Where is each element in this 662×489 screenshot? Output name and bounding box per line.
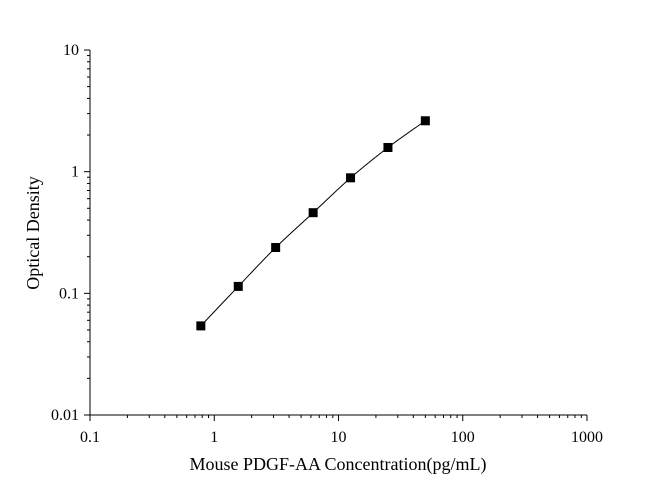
x-axis-title: Mouse PDGF-AA Concentration(pg/mL) bbox=[190, 454, 487, 475]
y-axis-ticks bbox=[84, 49, 90, 416]
y-tick-label: 10 bbox=[63, 42, 79, 59]
data-point bbox=[196, 321, 206, 331]
x-tick-labels: 0.1 1 10 100 1000 bbox=[80, 429, 603, 446]
data-point bbox=[308, 208, 318, 218]
axes bbox=[89, 50, 587, 416]
data-point bbox=[346, 173, 356, 183]
x-axis-ticks bbox=[89, 415, 588, 421]
data-points bbox=[196, 116, 430, 331]
x-tick-label: 1 bbox=[210, 429, 218, 446]
y-tick-labels: 0.01 0.1 1 10 bbox=[51, 42, 79, 424]
data-point bbox=[383, 142, 393, 152]
x-tick-label: 100 bbox=[451, 429, 475, 446]
x-tick-label: 1000 bbox=[571, 429, 603, 446]
y-tick-label: 0.1 bbox=[59, 285, 79, 302]
y-tick-label: 0.01 bbox=[51, 407, 79, 424]
x-tick-label: 10 bbox=[331, 429, 347, 446]
data-point bbox=[420, 116, 430, 126]
data-point bbox=[271, 243, 281, 253]
x-tick-label: 0.1 bbox=[80, 429, 100, 446]
y-tick-label: 1 bbox=[71, 164, 79, 181]
data-point bbox=[233, 281, 243, 291]
y-axis-title: Optical Density bbox=[23, 176, 43, 289]
